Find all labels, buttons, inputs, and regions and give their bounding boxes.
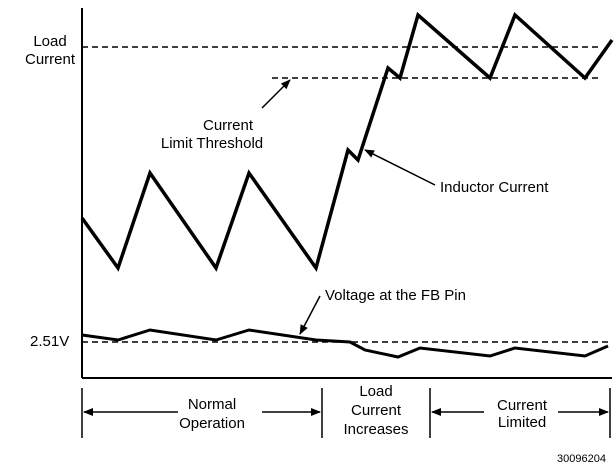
phase-label: Operation — [179, 415, 245, 432]
inductor-arrow — [364, 149, 436, 186]
phase-label: Normal — [188, 396, 236, 413]
threshold-arrow — [261, 79, 291, 109]
fb-arrow — [299, 295, 321, 335]
phase-label: Current — [497, 397, 548, 414]
label: 2.51V — [30, 333, 69, 350]
label: Current — [203, 117, 254, 134]
label: Voltage at the FB Pin — [325, 287, 466, 304]
fb-waveform — [81, 328, 609, 359]
phase-label: Increases — [343, 421, 408, 438]
label: Load — [33, 33, 66, 50]
inductor-waveform — [80, 11, 614, 273]
label: Inductor Current — [440, 179, 549, 196]
figure-id: 30096204 — [557, 453, 606, 465]
phase-dividers — [81, 388, 611, 438]
phase-label: Limited — [498, 414, 546, 431]
label: Current — [25, 51, 76, 68]
label: Limit Threshold — [161, 135, 263, 152]
phase-label: Load — [359, 383, 392, 400]
phase-label: Current — [351, 402, 402, 419]
